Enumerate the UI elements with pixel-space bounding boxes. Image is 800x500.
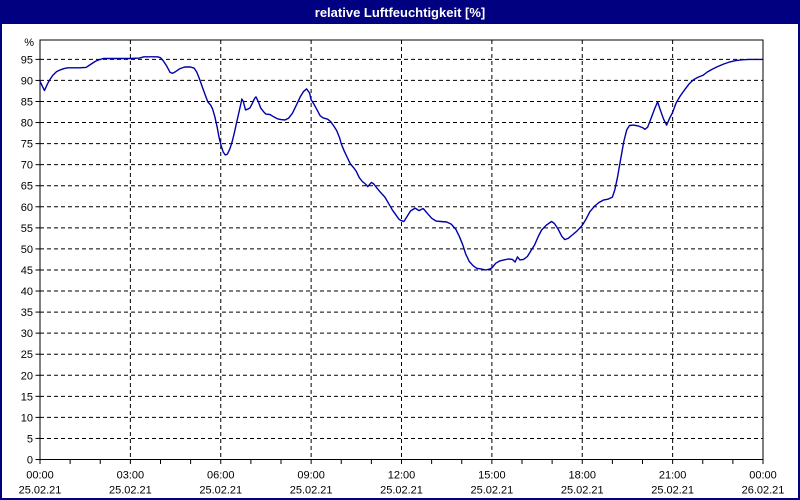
svg-text:21:00: 21:00 [659,470,687,482]
svg-text:35: 35 [21,307,33,319]
svg-text:25.02.21: 25.02.21 [651,485,694,497]
svg-text:03:00: 03:00 [117,470,145,482]
svg-text:25.02.21: 25.02.21 [380,485,423,497]
axis-ticks [35,58,764,464]
window-title: relative Luftfeuchtigkeit [%] [314,5,486,20]
svg-text:25.02.21: 25.02.21 [199,485,242,497]
svg-text:15:00: 15:00 [478,470,506,482]
svg-text:25.02.21: 25.02.21 [561,485,604,497]
svg-text:00:00: 00:00 [26,470,54,482]
svg-text:40: 40 [21,286,33,298]
svg-text:80: 80 [21,118,33,130]
svg-text:25.02.21: 25.02.21 [290,485,333,497]
svg-text:09:00: 09:00 [297,470,325,482]
grid-lines [40,40,763,460]
svg-text:20: 20 [21,370,33,382]
svg-text:55: 55 [21,223,33,235]
svg-text:50: 50 [21,244,33,256]
y-axis-unit-label: % [24,37,34,49]
svg-text:95: 95 [21,54,33,66]
svg-text:0: 0 [27,455,33,467]
y-axis-labels: 0 5 10 15 20 25 30 35 40 45 50 55 60 65 70 75 80 85 90 95% [21,37,34,467]
svg-text:65: 65 [21,181,33,193]
svg-text:45: 45 [21,265,33,277]
svg-text:30: 30 [21,328,33,340]
svg-text:18:00: 18:00 [568,470,596,482]
humidity-series-line [39,56,764,271]
svg-text:25: 25 [21,349,33,361]
chart-plot-area: 0 5 10 15 20 25 30 35 40 45 50 55 60 65 70 75 80 85 90 95% 0… [2,24,798,498]
svg-text:25.02.21: 25.02.21 [109,485,152,497]
svg-text:15: 15 [21,391,33,403]
svg-text:75: 75 [21,139,33,151]
title-bar: relative Luftfeuchtigkeit [%] [2,2,798,24]
svg-text:90: 90 [21,75,33,87]
svg-text:00:00: 00:00 [749,470,777,482]
svg-text:12:00: 12:00 [388,470,416,482]
humidity-line-chart: 05101520253035404550556065707580859095%0… [19,37,785,497]
svg-text:70: 70 [21,160,33,172]
svg-text:26.02.21: 26.02.21 [742,485,785,497]
svg-text:25.02.21: 25.02.21 [19,485,62,497]
x-axis-labels: 00:00 25.02.21 03:00 25.02.21 06:00 25.02.21 0… [19,470,785,497]
svg-text:85: 85 [21,96,33,108]
svg-text:25.02.21: 25.02.21 [470,485,513,497]
svg-text:60: 60 [21,202,33,214]
svg-text:10: 10 [21,412,33,424]
svg-text:5: 5 [27,433,33,445]
plot-frame [39,39,764,460]
svg-text:06:00: 06:00 [207,470,235,482]
